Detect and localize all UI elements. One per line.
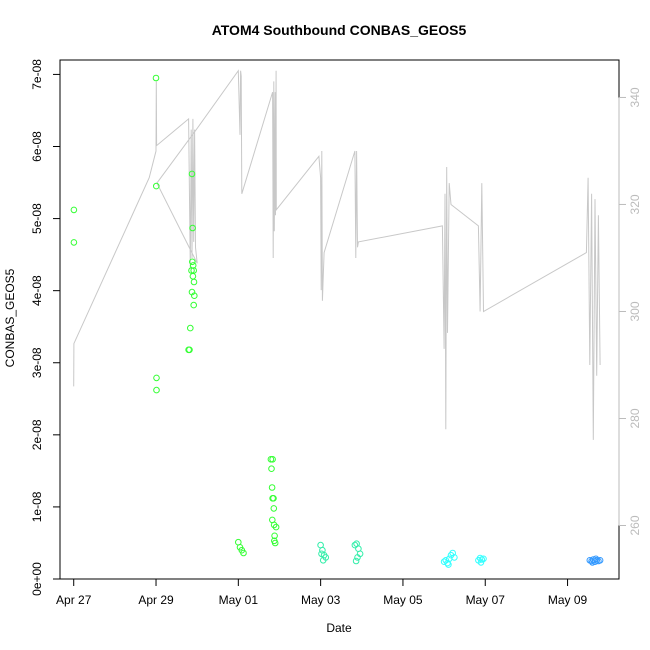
data-point-8 (187, 324, 194, 332)
x-axis-label: Date (326, 621, 352, 635)
x-tick-label-6: May 09 (548, 593, 588, 607)
data-point-12 (189, 258, 196, 266)
data-point-34 (271, 532, 278, 540)
y-tick-label-3: 3e-08 (30, 347, 44, 378)
y2-tick-label-4: 340 (628, 87, 642, 107)
y2-tick-label-0: 260 (628, 515, 642, 535)
data-point-18 (191, 292, 198, 300)
data-point-1 (70, 239, 78, 246)
data-point-0 (70, 206, 78, 214)
x-tick-label-3: May 03 (301, 593, 341, 607)
x-tick-label-2: May 01 (219, 593, 259, 607)
data-point-7 (186, 346, 193, 354)
data-point-48 (352, 557, 360, 565)
data-point-55 (451, 554, 458, 561)
data-point-68 (596, 557, 604, 564)
y2-tick-label-1: 280 (628, 408, 642, 428)
data-point-42 (319, 557, 327, 564)
data-point-47 (354, 554, 361, 561)
data-point-15 (189, 273, 197, 280)
data-point-27 (268, 484, 276, 491)
x-tick-label-4: May 05 (383, 593, 423, 607)
x-tick-label-5: May 07 (466, 593, 506, 607)
secondary-y-axis: 260 280 300 320 340 (618, 87, 642, 536)
points-layer (70, 74, 604, 568)
data-point-25 (269, 456, 276, 463)
y-tick-label-7: 7e-08 (30, 59, 44, 90)
data-point-36 (271, 539, 279, 547)
x-tick-label-0: Apr 27 (56, 593, 92, 607)
data-point-23 (240, 549, 247, 557)
data-point-33 (272, 523, 280, 531)
data-point-58 (476, 554, 484, 562)
y-axis: 0e+00 1e-08 2e-08 3e-08 4e-08 5e-08 6e-08 7e-08 (30, 59, 61, 596)
data-point-10 (189, 224, 196, 232)
data-point-54 (449, 549, 457, 557)
y-tick-label-6: 6e-08 (30, 131, 44, 162)
data-point-32 (270, 521, 278, 529)
data-point-4 (153, 374, 160, 382)
y-tick-label-0: 0e+00 (30, 562, 44, 596)
data-point-19 (190, 301, 197, 309)
x-tick-label-1: Apr 29 (138, 593, 174, 607)
secondary-series-line (73, 69, 601, 440)
y-tick-label-1: 1e-08 (30, 491, 44, 522)
plot-frame (59, 59, 620, 580)
secondary-series-line-layer (73, 69, 601, 440)
data-point-30 (270, 505, 278, 512)
y-tick-label-5: 5e-08 (30, 203, 44, 234)
chart-title: ATOM4 Southbound CONBAS_GEOS5 (212, 22, 467, 38)
data-point-9 (188, 170, 196, 178)
y2-tick-label-3: 320 (628, 194, 642, 214)
data-point-16 (190, 278, 198, 286)
data-point-43 (351, 541, 359, 549)
y2-tick-label-2: 300 (628, 301, 642, 321)
data-point-56 (445, 561, 452, 568)
y-axis-label: CONBAS_GEOS5 (3, 268, 17, 367)
data-point-29 (270, 495, 277, 502)
data-point-51 (444, 559, 451, 567)
data-point-61 (477, 559, 485, 566)
data-point-3 (153, 182, 160, 190)
x-axis: Apr 27 Apr 29 May 01 May 03 May 05 May 07 May … (56, 578, 588, 607)
data-point-5 (153, 386, 160, 394)
data-point-69 (589, 559, 596, 566)
data-point-26 (268, 465, 275, 473)
data-point-2 (152, 74, 160, 82)
y-tick-label-4: 4e-08 (30, 275, 44, 306)
y-tick-label-2: 2e-08 (30, 419, 44, 450)
data-point-70 (592, 555, 600, 563)
